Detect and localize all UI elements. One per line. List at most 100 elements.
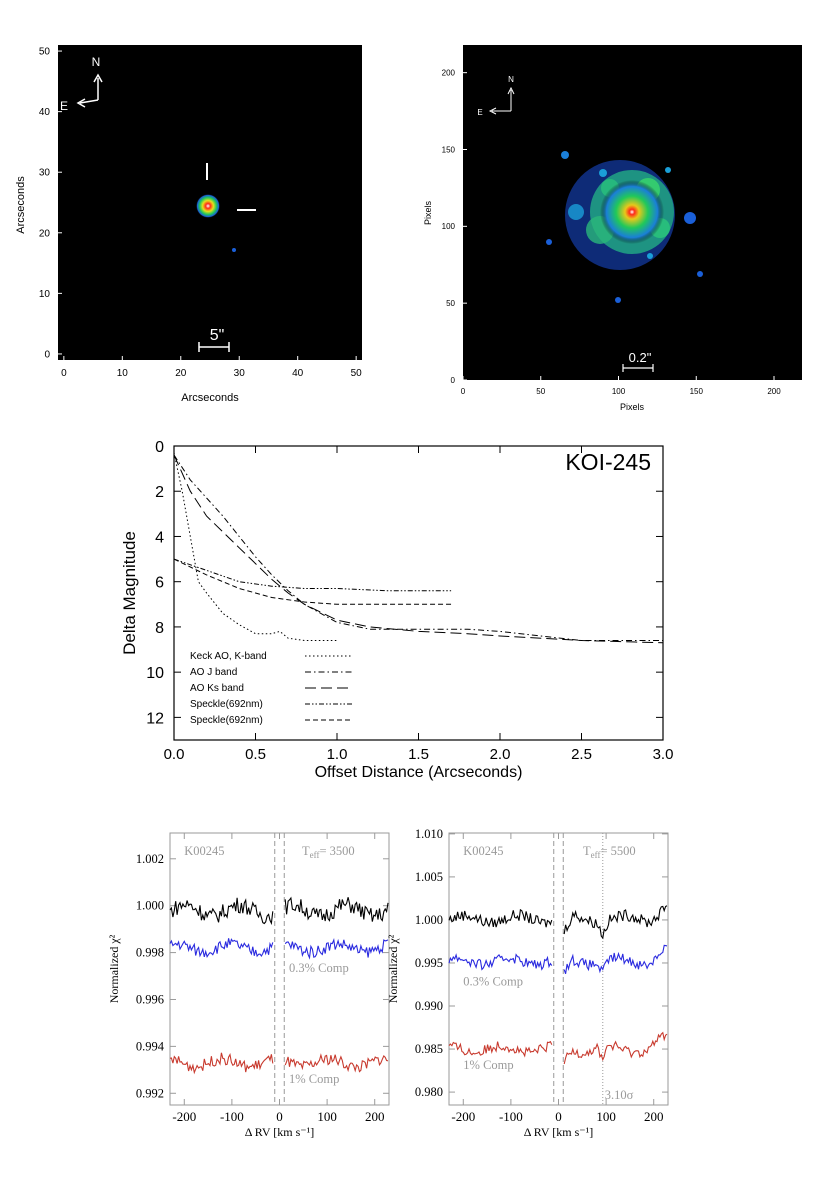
rv-annotation: 1% Comp (289, 1072, 339, 1086)
speckle-y-tick-label: 200 (442, 68, 456, 77)
speckle-compass-e-label: E (477, 108, 482, 117)
rv-y-tick-label: 1.005 (415, 870, 443, 884)
speckle-x-axis-label: Pixels (620, 402, 645, 412)
contrast-y-tick-label: 6 (155, 575, 164, 592)
rv-teff-value: = 3500 (319, 844, 354, 858)
rv-x-tick-label: 200 (365, 1109, 385, 1124)
contrast-chart-title: KOI-245 (565, 449, 651, 475)
ao-x-tick-label: 0 (61, 368, 67, 379)
speckle-scale-label: 0.2" (629, 350, 652, 365)
rv-series-line (169, 897, 274, 926)
speckle-x-tick-label: 0 (461, 387, 466, 396)
rv-teff-value: = 5500 (600, 844, 635, 858)
legend-entry-label: Speckle(692nm) (190, 715, 263, 726)
contrast-series-line (173, 452, 337, 641)
rv-x-tick-label: -200 (172, 1109, 196, 1124)
speckle-star-psf (600, 180, 664, 244)
speckle-x-tick-label: 200 (767, 387, 781, 396)
speckle-x-tick-label: 50 (536, 387, 545, 396)
speckle-x-tick-label: 150 (690, 387, 704, 396)
rv-x-tick-label: 0 (276, 1109, 283, 1124)
ao-image-panel: N E 5" 0 10 20 30 40 50 0 10 20 30 40 50 Arcseconds… (15, 45, 362, 404)
contrast-y-tick-label: 4 (155, 529, 164, 546)
contrast-x-tick-label: 0.0 (164, 746, 185, 763)
ao-y-tick-label: 30 (39, 168, 51, 179)
rv-teff-symbol: T (302, 844, 310, 858)
speckle-y-tick-label: 150 (442, 145, 456, 154)
legend-entry-label: Speckle(692nm) (190, 699, 263, 710)
contrast-x-tick-label: 0.5 (245, 746, 266, 763)
rv-teff-subscript: eff (310, 850, 320, 860)
rv-series-line (284, 1053, 389, 1073)
rv-y-tick-label: 0.985 (415, 1042, 443, 1056)
ao-x-tick-label: 50 (351, 368, 363, 379)
speckle-scale-bar: 0.2" (622, 350, 654, 372)
speckle-y-axis-label: Pixels (423, 201, 433, 226)
rv-y-tick-label: 0.996 (136, 992, 164, 1006)
contrast-y-tick-label: 8 (155, 620, 164, 637)
rv-teff-subscript: eff (591, 850, 601, 860)
rv-chi2-chart-5500: -200 -100 0 100 200 0.980 0.985 0.990 0.995 1.000… (386, 827, 669, 1139)
rv-y-tick-label: 0.980 (415, 1085, 443, 1099)
speckle-y-tick-label: 100 (442, 222, 456, 231)
rv-y-tick-label: 1.002 (136, 852, 164, 866)
ao-x-axis-label: Arcseconds (181, 392, 239, 404)
contrast-y-tick-label: 12 (146, 710, 164, 727)
rv-x-tick-label: 0 (555, 1109, 562, 1124)
rv-series-line (448, 1040, 553, 1058)
rv-x-tick-label: 100 (317, 1109, 337, 1124)
speckle-x-tick-label: 100 (612, 387, 626, 396)
rv-series-line (563, 905, 668, 940)
contrast-series-line (173, 558, 452, 605)
rv-series-line (169, 938, 274, 959)
rv-teff-label: Teff= 5500 (583, 844, 636, 860)
rv-x-axis-label: Δ RV [km s⁻¹] (245, 1125, 314, 1139)
ao-star-psf (196, 194, 220, 218)
speckle-y-tick-label: 0 (451, 376, 456, 385)
rv-x-tick-label: -200 (451, 1109, 475, 1124)
ao-x-tick-label: 20 (175, 368, 187, 379)
rv-series-line (284, 937, 389, 960)
legend-entry-label: Keck AO, K-band (190, 651, 267, 662)
ao-x-tick-label: 30 (234, 368, 246, 379)
rv-y-axis-label: Normalized χ² (107, 934, 121, 1003)
rv-y-tick-label: 0.990 (415, 999, 443, 1013)
rv-x-tick-label: 100 (596, 1109, 616, 1124)
ao-y-tick-label: 10 (39, 289, 51, 300)
rv-y-axis-label: Normalized χ² (386, 934, 400, 1003)
legend-entry-label: AO J band (190, 667, 237, 678)
ao-x-tick-label: 10 (117, 368, 129, 379)
rv-teff-label: Teff= 3500 (302, 844, 355, 860)
ao-scale-bar: 5" (198, 327, 230, 352)
contrast-x-tick-label: 1.0 (327, 746, 348, 763)
ao-compass: N E (60, 55, 103, 113)
rv-y-tick-label: 0.995 (415, 956, 443, 970)
rv-y-tick-label: 0.992 (136, 1086, 164, 1100)
rv-object-label: K00245 (463, 844, 503, 858)
contrast-x-tick-label: 1.5 (408, 746, 429, 763)
rv-series-line (448, 908, 553, 928)
ao-y-tick-label: 20 (39, 228, 51, 239)
speckle-image-panel: N E 0.2" 0 50 100 150 200 0 50 100 150 200 Pixels… (423, 45, 802, 412)
rv-annotation: 1% Comp (463, 1058, 513, 1072)
rv-series-line (563, 1031, 668, 1065)
rv-x-tick-label: 200 (644, 1109, 664, 1124)
contrast-y-tick-label: 0 (155, 439, 164, 456)
speckle-axes: 0 50 100 150 200 0 50 100 150 200 (442, 68, 782, 396)
ao-y-tick-label: 0 (44, 349, 50, 360)
contrast-curve-chart: 0.0 0.5 1.0 1.5 2.0 2.5 3.0 0 2 4 6 8 10 12 Keck AO, K… (120, 439, 673, 781)
rv-series-line (563, 944, 668, 974)
contrast-series-line (173, 454, 663, 641)
rv-x-tick-label: -100 (220, 1109, 244, 1124)
contrast-x-axis-label: Offset Distance (Arcseconds) (315, 764, 523, 781)
contrast-x-tick-label: 2.5 (571, 746, 592, 763)
rv-x-tick-label: -100 (499, 1109, 523, 1124)
ao-y-tick-label: 50 (39, 47, 51, 58)
rv-y-tick-label: 0.994 (136, 1039, 165, 1053)
ao-scale-label: 5" (210, 327, 225, 344)
speckle-compass: N E (477, 75, 515, 117)
contrast-x-tick-label: 2.0 (490, 746, 511, 763)
rv-object-label: K00245 (184, 844, 224, 858)
rv-annotation: 0.3% Comp (463, 974, 523, 988)
